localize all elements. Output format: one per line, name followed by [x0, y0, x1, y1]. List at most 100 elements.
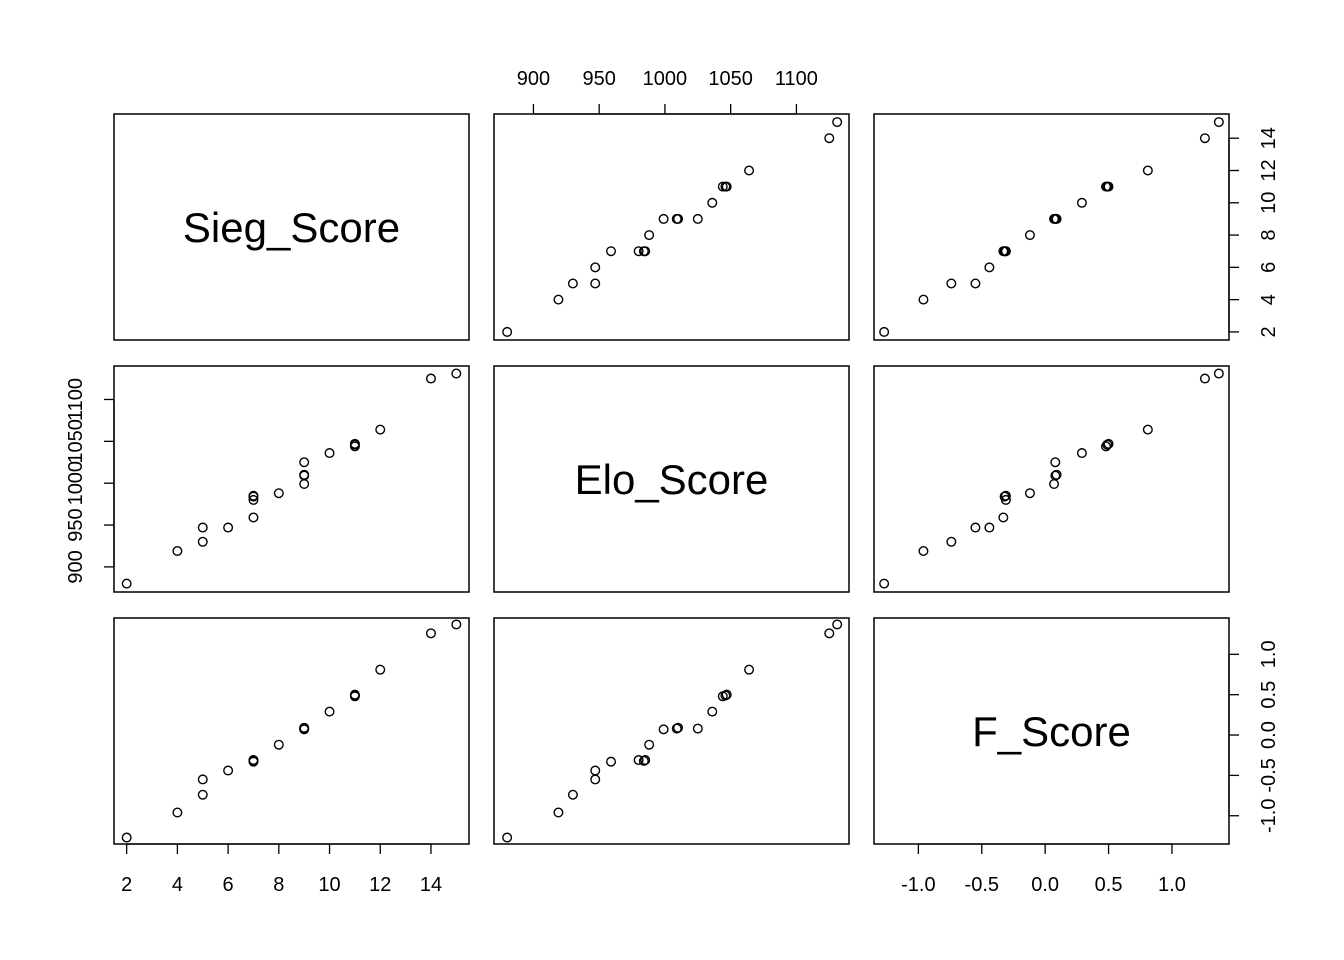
data-point: [425, 628, 436, 639]
data-point: [197, 536, 208, 547]
data-point: [692, 213, 703, 224]
data-point: [1051, 213, 1062, 224]
data-point: [425, 373, 436, 384]
data-point: [299, 469, 310, 480]
data-point: [1076, 197, 1087, 208]
tick-label: 1050: [65, 419, 87, 464]
data-point: [197, 522, 208, 533]
data-point: [502, 832, 513, 843]
data-point: [673, 213, 684, 224]
data-point: [1051, 469, 1062, 480]
panel-elo-score-vs-elo-score: Elo_Score: [493, 365, 850, 593]
data-point: [640, 755, 651, 766]
tick-label: 900: [517, 68, 550, 90]
data-point: [1199, 373, 1210, 384]
data-point: [567, 278, 578, 289]
data-point: [502, 326, 513, 337]
data-point: [707, 197, 718, 208]
data-point: [590, 774, 601, 785]
panel-sieg-score-vs-f-score: [873, 113, 1230, 341]
panel-frame: [873, 113, 1230, 341]
tick-label: 950: [582, 68, 615, 90]
data-point: [1000, 246, 1011, 257]
panel-frame: [493, 617, 850, 845]
data-point: [1213, 368, 1224, 379]
data-point: [998, 512, 1009, 523]
data-point: [673, 722, 684, 733]
data-point: [918, 545, 929, 556]
tick-label: 0.0: [1258, 721, 1280, 749]
panel-elo-score-vs-sieg-score: [113, 365, 470, 593]
data-point: [451, 619, 462, 630]
data-point: [324, 448, 335, 459]
tick-label: 900: [65, 550, 87, 583]
data-point: [832, 117, 843, 128]
data-point: [299, 722, 310, 733]
data-point: [606, 246, 617, 257]
panel-sieg-score-vs-sieg-score: Sieg_Score: [113, 113, 470, 341]
data-point: [1103, 438, 1114, 449]
panel-frame: [113, 365, 470, 593]
tick-label: 0.5: [1258, 681, 1280, 709]
tick-label: -0.5: [1258, 758, 1280, 792]
tick-label: 0.5: [1095, 874, 1123, 896]
tick-label: 14: [420, 874, 442, 896]
y-axis-right-f-score: -1.0 -0.5 0.0 0.5 1.0: [1228, 640, 1280, 833]
data-point: [172, 807, 183, 818]
data-point: [1076, 448, 1087, 459]
panel-frame: [493, 365, 850, 593]
tick-label: 8: [273, 874, 284, 896]
data-point: [999, 491, 1010, 502]
data-point: [744, 664, 755, 675]
tick-label: 2: [1258, 326, 1280, 337]
data-point: [299, 479, 310, 490]
panel-f-score-vs-sieg-score: [113, 617, 470, 845]
panel-frame: [113, 617, 470, 845]
data-point: [553, 807, 564, 818]
data-point: [1199, 133, 1210, 144]
data-point: [590, 262, 601, 273]
data-point: [918, 294, 929, 305]
data-point: [375, 664, 386, 675]
tick-label: 1050: [708, 68, 753, 90]
tick-label: 1000: [65, 461, 87, 506]
tick-label: 14: [1258, 127, 1280, 149]
data-point: [197, 774, 208, 785]
tick-label: 12: [1258, 159, 1280, 181]
matrix-panels: Sieg_Score Elo_Score F_Score: [113, 113, 1230, 845]
data-point: [1142, 165, 1153, 176]
data-point: [1050, 470, 1061, 481]
data-point: [553, 294, 564, 305]
tick-label: 10: [1258, 192, 1280, 214]
tick-label: -1.0: [901, 874, 935, 896]
data-point: [121, 832, 132, 843]
x-axis-bottom-f-score: -1.0 -0.5 0.0 0.5 1.0: [901, 843, 1186, 896]
panel-sieg-score-vs-elo-score: [493, 113, 850, 341]
panel-f-score-vs-elo-score: [493, 617, 850, 845]
data-point: [1103, 181, 1114, 192]
data-point: [172, 545, 183, 556]
data-point: [1101, 441, 1112, 452]
tick-label: -0.5: [965, 874, 999, 896]
data-point: [1050, 457, 1061, 468]
data-point: [299, 457, 310, 468]
data-point: [721, 181, 732, 192]
tick-label: 1.0: [1258, 640, 1280, 668]
data-point: [606, 756, 617, 767]
data-point: [633, 246, 644, 257]
variable-label-sieg-score: Sieg_Score: [183, 204, 400, 251]
x-axis-top-elo-score: 900 950 1000 1050 1100: [517, 68, 818, 115]
tick-label: 4: [1258, 294, 1280, 305]
data-point: [946, 536, 957, 547]
data-point: [824, 628, 835, 639]
data-point: [1102, 439, 1113, 450]
data-point: [644, 230, 655, 241]
tick-label: 1000: [643, 68, 688, 90]
tick-label: 4: [172, 874, 183, 896]
data-point: [984, 262, 995, 273]
variable-label-f-score: F_Score: [972, 708, 1131, 755]
data-point: [349, 689, 360, 700]
tick-label: 1100: [65, 378, 87, 421]
data-point: [717, 181, 728, 192]
